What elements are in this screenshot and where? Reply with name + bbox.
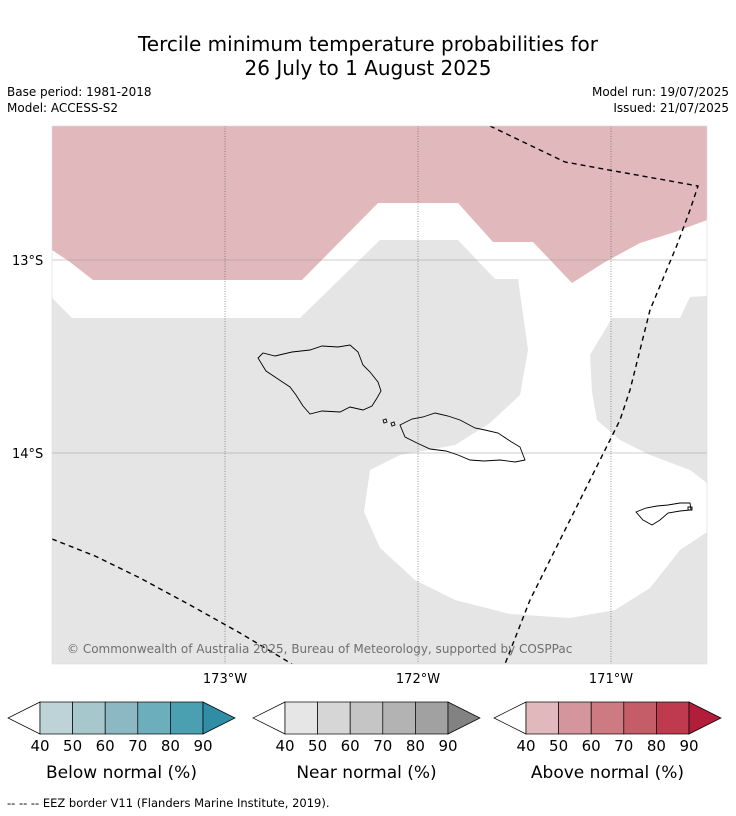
legend-extend-low	[7, 701, 41, 735]
legend-swatch	[590, 701, 625, 735]
legend-swatch	[317, 701, 351, 735]
legend-tick-label: 50	[308, 737, 327, 755]
map-panel: © Commonwealth of Australia 2025, Bureau…	[52, 126, 707, 664]
eez-borders	[52, 126, 699, 664]
lon-label-171w: 171°W	[589, 672, 633, 687]
legend-swatch	[415, 701, 449, 735]
legend-swatch	[525, 701, 559, 735]
axis-labels: 13°S 14°S 173°W 172°W 171°W	[12, 254, 633, 687]
chart-title-line1: Tercile minimum temperature probabilitie…	[137, 32, 599, 56]
legend-tick-label: 90	[679, 737, 698, 755]
gridlines	[52, 126, 707, 664]
lon-label-172w: 172°W	[396, 672, 440, 687]
legend-swatch	[72, 701, 106, 735]
legend-below: 40 50 60 70 80 90 Below normal (%)	[7, 701, 236, 783]
legend-extend-high	[202, 701, 236, 735]
copyright-text: © Commonwealth of Australia 2025, Bureau…	[67, 642, 572, 656]
lat-label-14s: 14°S	[12, 447, 43, 462]
legend-swatch	[170, 701, 204, 735]
legend-tick-label: 90	[193, 737, 212, 755]
meta-left: Base period: 1981-2018 Model: ACCESS-S2	[7, 84, 152, 116]
legend-swatch	[623, 701, 657, 735]
legend-tick-label: 40	[30, 737, 49, 755]
legend-extend-high	[447, 701, 481, 735]
legend-extend-low	[493, 701, 527, 735]
island-upolu	[399, 412, 526, 463]
island-small-3	[687, 506, 693, 511]
legend-title: Above normal (%)	[531, 763, 684, 783]
legend-tick-label: 80	[406, 737, 425, 755]
legend-tick-label: 70	[128, 737, 147, 755]
legend-swatch	[137, 701, 171, 735]
above-normal-region	[52, 126, 707, 283]
map-frame	[51, 125, 708, 665]
legend-swatch	[656, 701, 690, 735]
legend-tick-label: 70	[614, 737, 633, 755]
legend-tick-label: 80	[647, 737, 666, 755]
legend-tick-label: 40	[516, 737, 535, 755]
legend-tick-label: 60	[582, 737, 601, 755]
lon-label-173w: 173°W	[203, 672, 247, 687]
legend-extend-high	[688, 701, 722, 735]
legend-tick-label: 40	[275, 737, 294, 755]
legend-tick-label: 90	[438, 737, 457, 755]
legend-swatch	[39, 701, 73, 735]
legend-title: Near normal (%)	[296, 763, 436, 783]
eez-border-north	[489, 126, 699, 664]
eez-footnote: -- -- -- EEZ border V11 (Flanders Marine…	[7, 796, 330, 810]
issued-date: Issued: 21/07/2025	[613, 101, 729, 115]
model-run: Model run: 19/07/2025	[591, 85, 729, 99]
legend-extend-low	[252, 701, 286, 735]
legend-swatch	[382, 701, 416, 735]
legend-swatch	[349, 701, 384, 735]
base-period: Base period: 1981-2018	[7, 85, 152, 99]
legend-swatch	[558, 701, 592, 735]
legend-title: Below normal (%)	[46, 763, 197, 783]
lat-label-13s: 13°S	[12, 254, 43, 269]
near-normal-region	[52, 240, 707, 664]
legend-tick-label: 70	[373, 737, 392, 755]
legends: 40 50 60 70 80 90 Below normal (%) 40 50 60 70 80 90…	[7, 701, 722, 783]
island-small-2	[390, 421, 396, 427]
meta-right: Model run: 19/07/2025 Issued: 21/07/2025	[592, 84, 729, 116]
island-small-1	[382, 418, 388, 424]
coastlines	[257, 344, 693, 526]
near-normal-region-east	[590, 296, 707, 483]
model-name: Model: ACCESS-S2	[7, 101, 119, 115]
legend-above: 40 50 60 70 80 90 Above normal (%)	[493, 701, 722, 783]
legend-tick-label: 60	[341, 737, 360, 755]
legend-tick-label: 50	[63, 737, 82, 755]
legend-swatch	[284, 701, 318, 735]
legend-tick-label: 80	[161, 737, 180, 755]
legend-tick-label: 60	[96, 737, 115, 755]
legend-swatch	[104, 701, 139, 735]
eez-border-southwest	[52, 538, 293, 664]
chart-title-line2: 26 July to 1 August 2025	[244, 56, 492, 80]
island-savaii	[257, 344, 382, 415]
legend-tick-label: 50	[549, 737, 568, 755]
